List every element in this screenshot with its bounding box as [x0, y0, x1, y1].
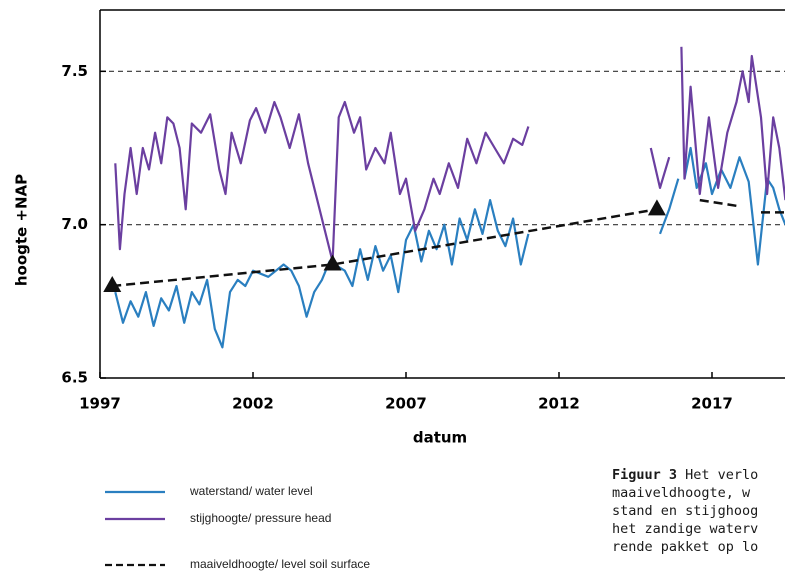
series-line	[112, 198, 785, 288]
legend-label: stijghoogte/ pressure head	[190, 511, 331, 525]
axes: 6.5 7.0 7.5 1997 2002 2007 2012 2017	[61, 62, 732, 413]
caption-line: stand en stijghoog	[612, 503, 758, 519]
y-tick-label: 7.0	[61, 215, 88, 233]
caption-text: Het verlo	[677, 467, 758, 483]
caption: Figuur 3 Het verlo maaiveldhoogte, w stand…	[612, 467, 758, 555]
x-tick-label: 2012	[538, 395, 580, 413]
x-tick-label: 1997	[79, 395, 121, 413]
plot-area	[100, 46, 785, 349]
legend-label: waterstand/ water level	[189, 484, 313, 498]
x-tick-label: 2002	[232, 395, 274, 413]
x-tick-label: 2017	[691, 395, 733, 413]
marker	[647, 199, 666, 216]
caption-line: Figuur 3 Het verlo	[612, 467, 758, 483]
marker	[103, 276, 122, 292]
caption-line: het zandige waterv	[612, 521, 758, 537]
x-axis-label: datum	[413, 429, 467, 447]
y-axis-label: hoogte +NAP	[13, 174, 31, 286]
legend: waterstand/ water level stijghoogte/ pres…	[105, 484, 370, 571]
caption-label: Figuur 3	[612, 467, 677, 483]
caption-line: rende pakket op lo	[612, 539, 758, 555]
y-tick-label: 7.5	[61, 62, 88, 80]
series-line	[114, 46, 785, 263]
y-tick-label: 6.5	[61, 369, 88, 387]
caption-line: maaiveldhoogte, w	[612, 485, 751, 501]
legend-label: maaiveldhoogte/ level soil surface	[190, 557, 370, 571]
marker	[323, 254, 342, 271]
x-tick-label: 2007	[385, 395, 427, 413]
